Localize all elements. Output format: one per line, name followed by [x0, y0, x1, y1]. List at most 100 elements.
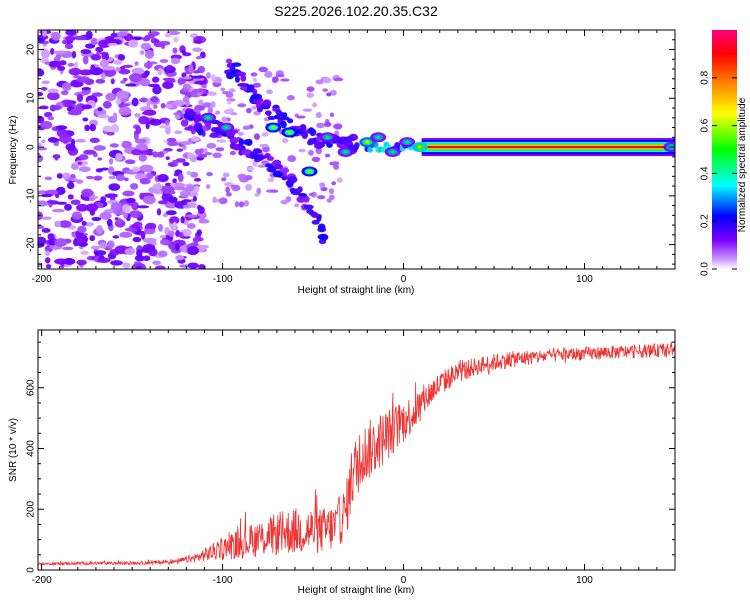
noise-speckle [38, 225, 45, 229]
transition-speckle [266, 89, 273, 95]
noise-speckle [164, 33, 172, 38]
noise-speckle [144, 49, 155, 59]
noise-speckle [165, 156, 170, 161]
noise-speckle [192, 47, 203, 52]
noise-speckle [198, 264, 206, 269]
noise-speckle [44, 176, 53, 181]
diagonal-band-lower [180, 119, 189, 127]
noise-speckle [61, 246, 74, 251]
noise-speckle [142, 255, 151, 262]
diagonal-band-upper [280, 112, 288, 117]
transition-speckle [252, 78, 257, 82]
diagonal-band-upper [251, 93, 263, 100]
noise-speckle [171, 159, 179, 165]
noise-speckle [103, 68, 117, 77]
transition-speckle [174, 130, 183, 135]
noise-speckle [122, 204, 131, 213]
noise-speckle [181, 49, 186, 55]
transition-speckle [280, 199, 289, 205]
transition-speckle [245, 183, 253, 191]
transition-speckle [312, 102, 317, 108]
noise-speckle [131, 149, 143, 156]
noise-speckle [38, 147, 48, 151]
noise-speckle [135, 125, 142, 135]
noise-speckle [38, 68, 45, 77]
heatmap-layer [38, 30, 675, 269]
noise-speckle [41, 216, 52, 220]
noise-speckle [139, 192, 145, 200]
noise-speckle [64, 43, 74, 50]
noise-speckle [85, 175, 95, 180]
noise-speckle [85, 43, 96, 49]
diagonal-band-upper [266, 110, 272, 117]
noise-speckle [144, 34, 156, 39]
noise-speckle [81, 87, 92, 91]
noise-speckle [181, 199, 192, 203]
noise-speckle [89, 137, 100, 144]
x-tick-label: -200 [32, 274, 52, 285]
noise-speckle [99, 59, 110, 68]
noise-speckle [67, 110, 82, 116]
noise-speckle [153, 104, 158, 109]
diagonal-band-upper [348, 133, 359, 141]
noise-speckle [142, 195, 156, 205]
noise-speckle [164, 103, 174, 109]
noise-speckle [132, 166, 140, 173]
transition-speckle [173, 112, 183, 116]
noise-speckle [201, 84, 207, 89]
bottom-y-axis-label: SNR (10 * v/v) [8, 418, 19, 482]
noise-speckle [106, 240, 115, 249]
spectrogram-frame [37, 29, 676, 270]
transition-speckle [286, 95, 295, 101]
colorbar-tick-label: 0.6 [700, 118, 711, 132]
diagonal-band-upper [251, 88, 258, 95]
noise-speckle [96, 51, 103, 55]
transition-speckle [242, 125, 251, 130]
noise-speckle [142, 243, 156, 251]
noise-speckle [43, 111, 53, 118]
noise-speckle [78, 241, 88, 247]
noise-speckle [95, 46, 104, 53]
transition-speckle [256, 187, 262, 195]
noise-speckle [168, 216, 180, 225]
noise-speckle [47, 116, 55, 121]
noise-speckle [47, 91, 60, 101]
noise-speckle [44, 250, 51, 256]
noise-speckle [40, 86, 48, 91]
transition-speckle [333, 123, 343, 130]
transition-speckle [258, 66, 268, 73]
noise-speckle [165, 120, 170, 126]
noise-speckle [134, 113, 141, 118]
noise-speckle [108, 175, 117, 180]
noise-speckle [159, 239, 170, 245]
diagonal-band-lower [274, 163, 284, 170]
noise-speckle [38, 236, 47, 245]
noise-speckle [85, 203, 98, 213]
transition-speckle [275, 74, 285, 78]
noise-speckle [38, 142, 43, 147]
y-tick-label: 0 [26, 567, 37, 573]
noise-speckle [131, 201, 139, 211]
transition-speckle [215, 147, 225, 152]
noise-speckle [120, 200, 128, 204]
noise-speckle [149, 118, 162, 126]
noise-speckle [143, 61, 153, 69]
diagonal-band-lower [186, 115, 196, 121]
noise-speckle [39, 105, 49, 110]
transition-speckle [320, 186, 328, 192]
noise-speckle [122, 140, 128, 146]
transition-speckle [203, 147, 208, 154]
transition-speckle [186, 170, 192, 176]
noise-speckle [122, 77, 128, 82]
noise-speckle [128, 39, 139, 48]
noise-speckle [38, 36, 45, 44]
colorbar-tick-label: 0.2 [700, 214, 711, 228]
noise-speckle [158, 124, 171, 129]
noise-speckle [152, 85, 162, 95]
noise-speckle [89, 235, 96, 242]
noise-speckle [76, 93, 84, 103]
noise-speckle [197, 204, 202, 211]
noise-speckle [180, 141, 193, 145]
transition-speckle [204, 152, 213, 156]
noise-speckle [59, 60, 67, 66]
